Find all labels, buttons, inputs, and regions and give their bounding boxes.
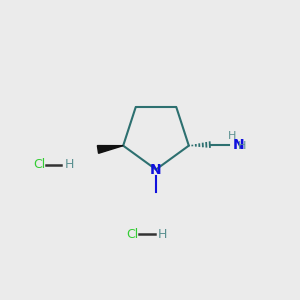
Text: N: N — [150, 163, 162, 176]
Text: H: H — [64, 158, 74, 172]
Polygon shape — [98, 146, 123, 153]
Text: H: H — [227, 131, 236, 141]
Text: Cl: Cl — [33, 158, 45, 172]
Text: H: H — [238, 141, 246, 151]
Text: H: H — [158, 227, 167, 241]
Text: Cl: Cl — [126, 227, 138, 241]
Text: N: N — [232, 138, 244, 152]
